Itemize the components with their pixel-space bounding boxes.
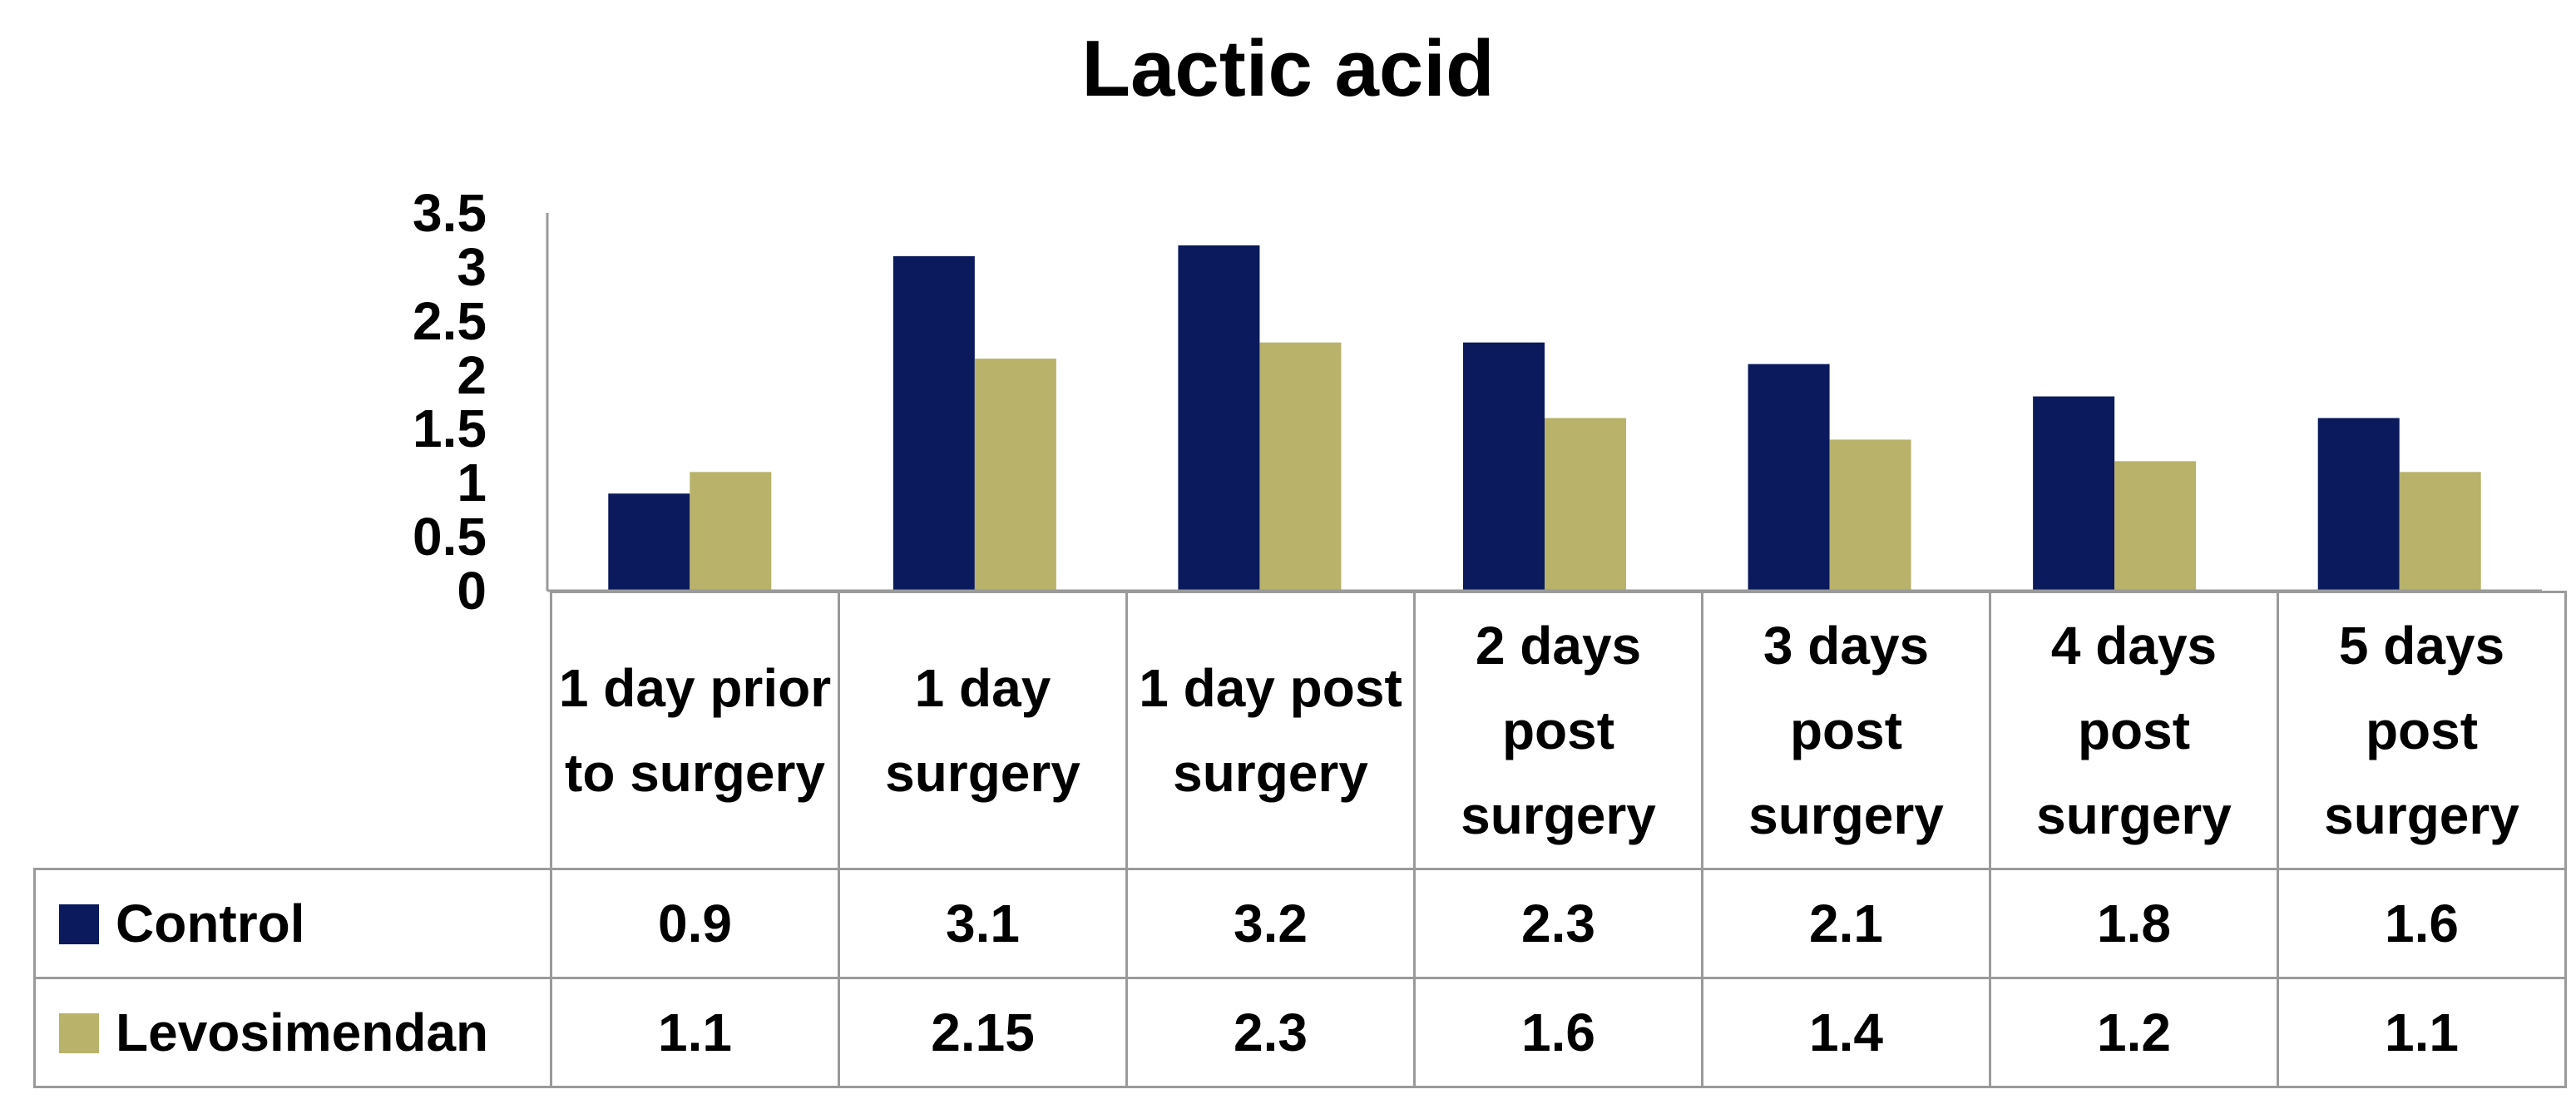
plot-area <box>546 213 2542 592</box>
bar-control-0 <box>608 493 690 591</box>
category-label: 3 days post surgery <box>1701 591 1991 870</box>
series-name-control: Control <box>116 894 305 953</box>
bar-control-5 <box>2033 396 2115 591</box>
bar-levosimendan-4 <box>1829 439 1911 591</box>
y-tick-label: 2.5 <box>413 290 487 351</box>
data-label: 3.2 <box>1125 868 1416 979</box>
category-label: 1 day post surgery <box>1125 591 1416 870</box>
bar-control-6 <box>2317 418 2400 591</box>
data-label: 1.2 <box>1989 977 2279 1088</box>
data-label: 1.4 <box>1701 977 1991 1088</box>
bar-control-3 <box>1463 342 1545 591</box>
bar-levosimendan-5 <box>2114 461 2197 591</box>
category-row: 1 day prior to surgery 1 day surgery 1 d… <box>34 591 2567 870</box>
data-label: 1.6 <box>1413 977 1703 1088</box>
data-label: 1.8 <box>1989 868 2279 979</box>
bar-control-1 <box>892 255 975 591</box>
data-label: 1.1 <box>2277 977 2567 1088</box>
bars <box>608 245 2481 591</box>
table-row-control: Control 0.9 3.1 3.2 2.3 2.1 1.8 1.6 <box>33 868 2567 979</box>
y-tick-label: 3.5 <box>413 183 487 243</box>
data-label: 1.1 <box>550 977 840 1088</box>
table-corner <box>34 592 552 870</box>
data-label: 2.3 <box>1413 868 1703 979</box>
category-label: 5 days post surgery <box>2277 591 2567 870</box>
bar-levosimendan-2 <box>1259 342 1342 591</box>
data-label: 2.15 <box>838 977 1128 1088</box>
category-label: 2 days post surgery <box>1413 591 1703 870</box>
y-tick-label: 2 <box>457 344 487 405</box>
data-label: 1.6 <box>2277 868 2567 979</box>
y-tick-label: 3 <box>457 236 487 297</box>
category-label: 4 days post surgery <box>1989 591 2279 870</box>
legend-entry-control: Control <box>33 868 552 979</box>
legend-entry-levosimendan: Levosimendan <box>33 977 552 1088</box>
y-tick-label: 1.5 <box>413 399 487 459</box>
bar-levosimendan-3 <box>1545 418 1626 591</box>
data-label: 0.9 <box>550 868 840 979</box>
category-label: 1 day prior to surgery <box>550 591 840 870</box>
category-label: 1 day surgery <box>838 591 1128 870</box>
series-name-levosimendan: Levosimendan <box>116 1003 489 1062</box>
legend-swatch-levosimendan <box>59 1013 99 1054</box>
legend-swatch-control <box>59 904 99 945</box>
bar-control-2 <box>1178 245 1260 591</box>
y-tick-label: 0.5 <box>413 507 487 567</box>
data-label: 2.3 <box>1125 977 1416 1088</box>
table-row-levosimendan: Levosimendan 1.1 2.15 2.3 1.6 1.4 1.2 1.… <box>33 977 2567 1088</box>
bar-levosimendan-0 <box>690 472 772 591</box>
data-label: 2.1 <box>1701 868 1991 979</box>
data-table: 1 day prior to surgery 1 day surgery 1 d… <box>33 591 2567 1088</box>
chart-title: Lactic acid <box>1081 24 1495 113</box>
bar-levosimendan-1 <box>974 359 1056 591</box>
bar-levosimendan-6 <box>2399 472 2481 591</box>
data-label: 3.1 <box>838 868 1128 979</box>
y-tick-label: 1 <box>457 453 487 513</box>
bar-control-4 <box>1748 364 1830 591</box>
